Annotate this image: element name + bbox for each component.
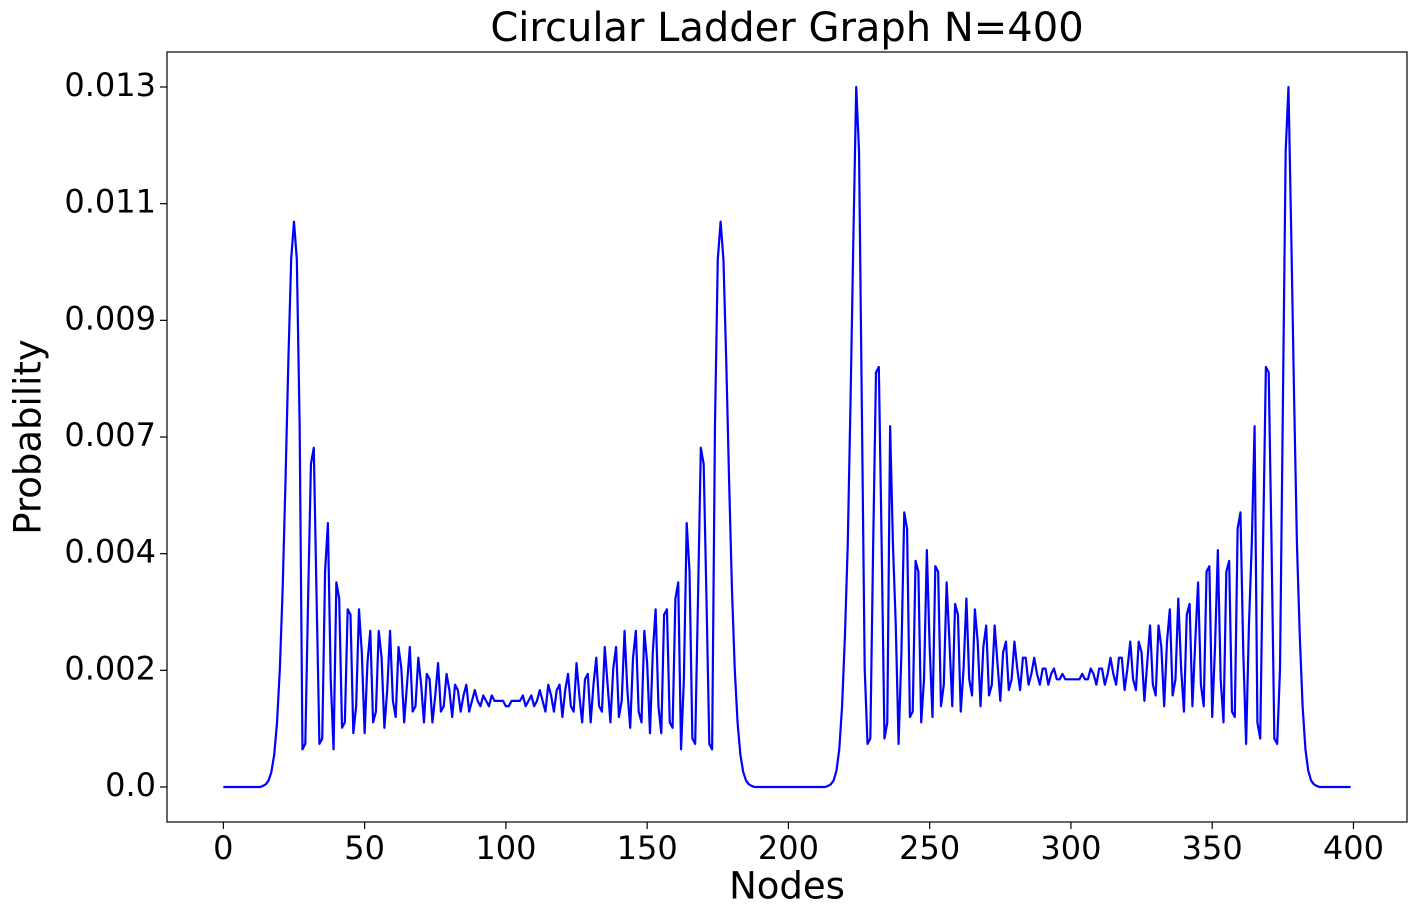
plot-frame	[166, 51, 1408, 823]
y-tick-label: 0.0	[105, 766, 156, 804]
y-tick-label: 0.013	[64, 66, 156, 104]
x-tick-label: 100	[475, 829, 536, 867]
x-tick-label: 300	[1040, 829, 1101, 867]
y-tick-label: 0.009	[64, 299, 156, 337]
x-tick-label: 350	[1182, 829, 1243, 867]
x-axis-label: Nodes	[729, 865, 845, 908]
data-line	[223, 85, 1351, 789]
y-tick-label: 0.011	[64, 183, 156, 221]
chart-title: Circular Ladder Graph N=400	[490, 5, 1083, 51]
x-tick-label: 400	[1323, 829, 1384, 867]
y-tick-label: 0.007	[64, 416, 156, 454]
y-axis-label: Probability	[7, 339, 50, 535]
x-tick-label: 250	[899, 829, 960, 867]
x-tick-label: 50	[344, 829, 385, 867]
y-tick-label: 0.004	[64, 533, 156, 571]
y-tick-label: 0.002	[64, 649, 156, 687]
x-tick-label: 150	[617, 829, 678, 867]
x-tick-label: 200	[758, 829, 819, 867]
x-tick-label: 0	[213, 829, 233, 867]
